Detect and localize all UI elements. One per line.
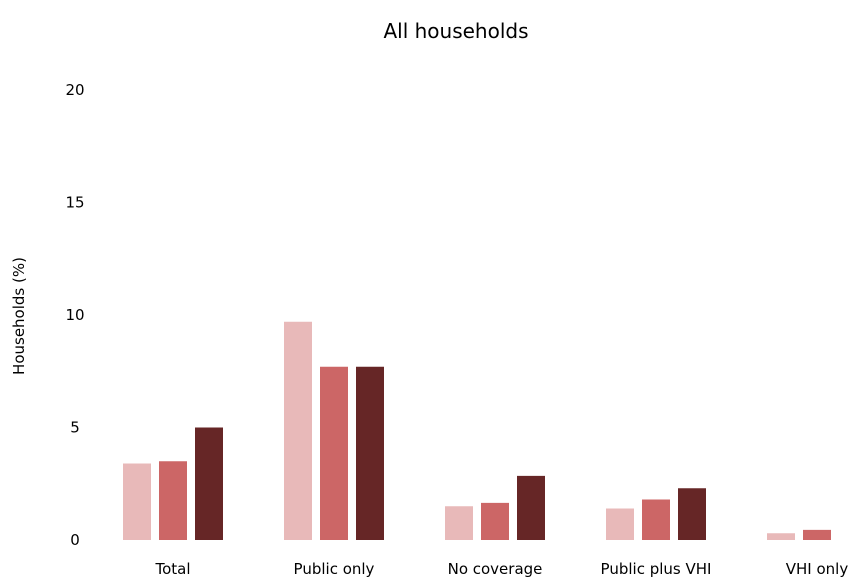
y-tick-label: 10 <box>65 306 84 324</box>
bar <box>678 488 706 540</box>
bar <box>123 463 151 540</box>
y-tick-label: 0 <box>70 531 80 549</box>
y-axis-label: Households (%) <box>10 257 28 375</box>
bar <box>481 502 509 540</box>
y-tick-label: 15 <box>65 194 84 212</box>
y-tick-label: 5 <box>70 419 80 437</box>
bar <box>195 427 223 540</box>
bar <box>517 475 545 540</box>
bar <box>445 506 473 540</box>
category-label: VHI only <box>786 560 849 578</box>
bar <box>642 499 670 540</box>
bar <box>320 366 348 540</box>
category-label: Total <box>154 560 190 578</box>
bar <box>284 321 312 540</box>
bar <box>606 508 634 540</box>
category-label: No coverage <box>448 560 543 578</box>
category-label: Public only <box>294 560 375 578</box>
bar <box>159 461 187 540</box>
category-label: Public plus VHI <box>601 560 712 578</box>
category-labels: Total Public only No coverage Public plus V… <box>154 560 848 578</box>
y-tick-labels: 0 5 10 15 20 <box>65 81 84 549</box>
chart-title: All households <box>383 19 528 43</box>
bar <box>767 533 795 540</box>
bar <box>803 529 831 540</box>
bars <box>123 321 831 540</box>
bar <box>356 366 384 540</box>
y-tick-label: 20 <box>65 81 84 99</box>
